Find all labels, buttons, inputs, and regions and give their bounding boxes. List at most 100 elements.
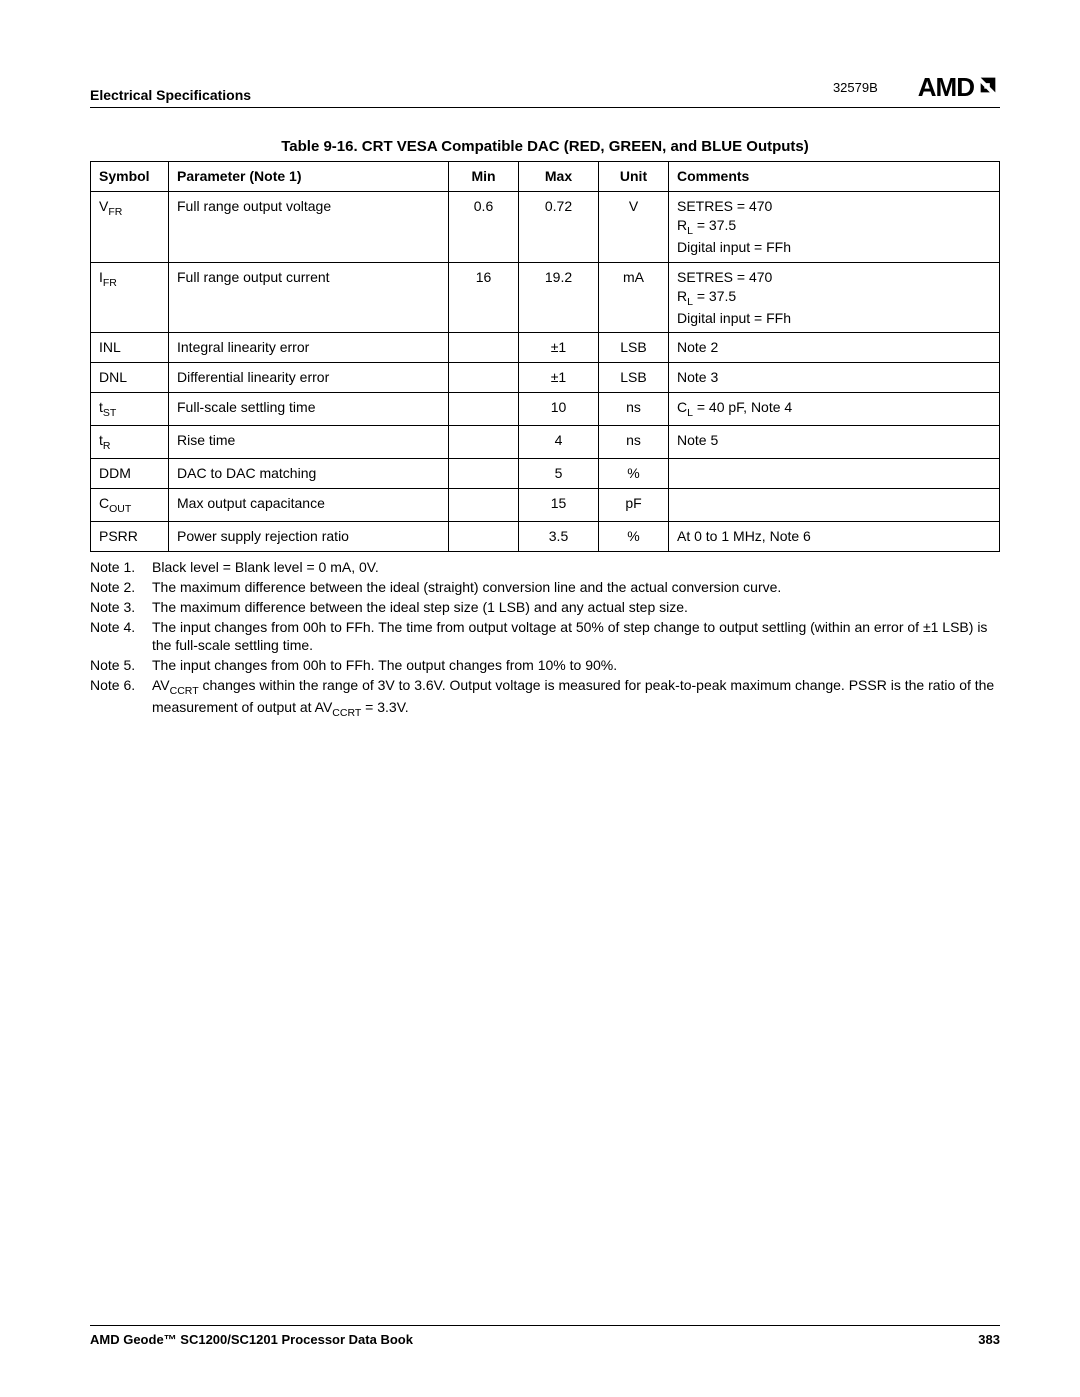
note-label: Note 6.: [90, 676, 152, 720]
cell-unit: ns: [599, 426, 669, 459]
col-comments: Comments: [669, 162, 1000, 192]
cell-unit: %: [599, 459, 669, 489]
note-row: Note 5.The input changes from 00h to FFh…: [90, 656, 1000, 675]
note-text: AVCCRT changes within the range of 3V to…: [152, 676, 1000, 720]
cell-symbol: DNL: [91, 363, 169, 393]
cell-symbol: IFR: [91, 262, 169, 333]
cell-max: ±1: [519, 333, 599, 363]
cell-max: 10: [519, 393, 599, 426]
note-row: Note 6.AVCCRT changes within the range o…: [90, 676, 1000, 720]
cell-comments: Note 5: [669, 426, 1000, 459]
spec-table: Symbol Parameter (Note 1) Min Max Unit C…: [90, 161, 1000, 552]
cell-symbol: tR: [91, 426, 169, 459]
note-row: Note 3.The maximum difference between th…: [90, 598, 1000, 617]
table-row: DNLDifferential linearity error±1LSBNote…: [91, 363, 1000, 393]
cell-max: 4: [519, 426, 599, 459]
cell-parameter: Full-scale settling time: [169, 393, 449, 426]
cell-parameter: DAC to DAC matching: [169, 459, 449, 489]
cell-min: [449, 459, 519, 489]
cell-min: [449, 363, 519, 393]
table-row: DDMDAC to DAC matching 5%: [91, 459, 1000, 489]
cell-max: 3.5: [519, 521, 599, 551]
cell-min: [449, 333, 519, 363]
note-text: The input changes from 00h to FFh. The o…: [152, 656, 1000, 675]
footer-page-number: 383: [978, 1332, 1000, 1347]
cell-unit: ns: [599, 393, 669, 426]
cell-parameter: Power supply rejection ratio: [169, 521, 449, 551]
cell-symbol: tST: [91, 393, 169, 426]
table-row: PSRRPower supply rejection ratio 3.5%At 0…: [91, 521, 1000, 551]
cell-parameter: Full range output current: [169, 262, 449, 333]
cell-unit: %: [599, 521, 669, 551]
cell-symbol: DDM: [91, 459, 169, 489]
cell-symbol: PSRR: [91, 521, 169, 551]
cell-min: [449, 426, 519, 459]
cell-comments: SETRES = 470RL = 37.5Digital input = FFh: [669, 191, 1000, 262]
col-symbol: Symbol: [91, 162, 169, 192]
note-row: Note 1.Black level = Blank level = 0 mA,…: [90, 558, 1000, 577]
cell-parameter: Max output capacitance: [169, 489, 449, 522]
cell-comments: SETRES = 470RL = 37.5Digital input = FFh: [669, 262, 1000, 333]
doc-code: 32579B: [833, 80, 878, 95]
cell-unit: pF: [599, 489, 669, 522]
amd-logo-text: AMD: [918, 72, 974, 103]
cell-comments: At 0 to 1 MHz, Note 6: [669, 521, 1000, 551]
amd-arrow-icon: [976, 72, 1000, 103]
table-row: tRRise time 4nsNote 5: [91, 426, 1000, 459]
cell-comments: Note 3: [669, 363, 1000, 393]
note-text: The maximum difference between the ideal…: [152, 578, 1000, 597]
cell-max: 5: [519, 459, 599, 489]
cell-symbol: VFR: [91, 191, 169, 262]
page: Electrical Specifications 32579B AMD Tab…: [0, 0, 1080, 1397]
cell-comments: [669, 459, 1000, 489]
cell-parameter: Differential linearity error: [169, 363, 449, 393]
header-section-title: Electrical Specifications: [90, 87, 251, 103]
table-caption: Table 9-16. CRT VESA Compatible DAC (RED…: [90, 138, 1000, 155]
cell-min: [449, 521, 519, 551]
cell-symbol: COUT: [91, 489, 169, 522]
note-label: Note 1.: [90, 558, 152, 577]
page-header: Electrical Specifications 32579B AMD: [90, 72, 1000, 108]
footer-book-title: AMD Geode™ SC1200/SC1201 Processor Data …: [90, 1332, 413, 1347]
cell-comments: CL = 40 pF, Note 4: [669, 393, 1000, 426]
cell-max: 0.72: [519, 191, 599, 262]
header-right-group: 32579B AMD: [833, 72, 1000, 103]
note-label: Note 4.: [90, 618, 152, 656]
cell-parameter: Integral linearity error: [169, 333, 449, 363]
cell-comments: Note 2: [669, 333, 1000, 363]
cell-unit: mA: [599, 262, 669, 333]
cell-parameter: Rise time: [169, 426, 449, 459]
amd-logo: AMD: [918, 72, 1000, 103]
cell-unit: V: [599, 191, 669, 262]
cell-max: 15: [519, 489, 599, 522]
page-footer: AMD Geode™ SC1200/SC1201 Processor Data …: [90, 1325, 1000, 1347]
table-header-row: Symbol Parameter (Note 1) Min Max Unit C…: [91, 162, 1000, 192]
table-row: IFRFull range output current1619.2mASETR…: [91, 262, 1000, 333]
note-label: Note 3.: [90, 598, 152, 617]
table-body: VFRFull range output voltage0.60.72VSETR…: [91, 191, 1000, 551]
note-row: Note 2.The maximum difference between th…: [90, 578, 1000, 597]
cell-min: 16: [449, 262, 519, 333]
table-row: INLIntegral linearity error±1LSBNote 2: [91, 333, 1000, 363]
col-min: Min: [449, 162, 519, 192]
notes-section: Note 1.Black level = Blank level = 0 mA,…: [90, 558, 1000, 720]
note-label: Note 2.: [90, 578, 152, 597]
note-text: The input changes from 00h to FFh. The t…: [152, 618, 1000, 656]
col-max: Max: [519, 162, 599, 192]
note-text: The maximum difference between the ideal…: [152, 598, 1000, 617]
table-row: tSTFull-scale settling time 10nsCL = 40 p…: [91, 393, 1000, 426]
cell-parameter: Full range output voltage: [169, 191, 449, 262]
note-row: Note 4.The input changes from 00h to FFh…: [90, 618, 1000, 656]
cell-min: [449, 489, 519, 522]
cell-max: ±1: [519, 363, 599, 393]
cell-comments: [669, 489, 1000, 522]
note-text: Black level = Blank level = 0 mA, 0V.: [152, 558, 1000, 577]
col-unit: Unit: [599, 162, 669, 192]
col-parameter: Parameter (Note 1): [169, 162, 449, 192]
note-label: Note 5.: [90, 656, 152, 675]
table-row: VFRFull range output voltage0.60.72VSETR…: [91, 191, 1000, 262]
cell-max: 19.2: [519, 262, 599, 333]
cell-min: [449, 393, 519, 426]
table-row: COUTMax output capacitance 15pF: [91, 489, 1000, 522]
cell-symbol: INL: [91, 333, 169, 363]
